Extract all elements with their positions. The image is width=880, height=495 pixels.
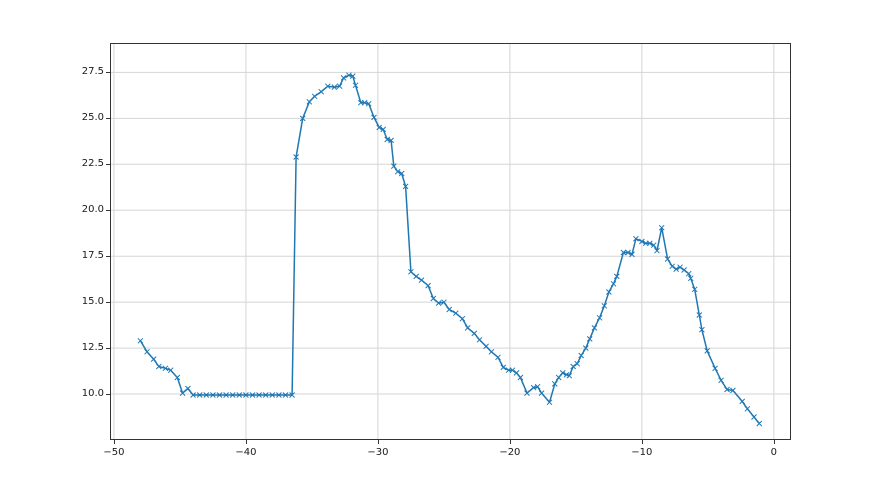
data-series-line (139, 74, 761, 425)
y-tick-mark (106, 164, 110, 166)
x-tick-mark (113, 440, 115, 444)
y-tick-mark (106, 348, 110, 350)
x-tick-label: −30 (367, 447, 389, 458)
y-tick-mark (106, 302, 110, 304)
x-tick-label: −20 (499, 447, 521, 458)
y-tick-label: 22.5 (81, 158, 104, 170)
x-tick-mark (773, 440, 775, 444)
x-tick-mark (377, 440, 379, 444)
x-tick-label: 0 (770, 447, 778, 458)
y-tick-mark (106, 118, 110, 120)
x-tick-label: −40 (235, 447, 257, 458)
plot-svg (110, 43, 791, 440)
y-tick-label: 12.5 (81, 342, 104, 354)
y-tick-mark (106, 256, 110, 258)
y-tick-mark (106, 72, 110, 74)
y-tick-label: 17.5 (81, 250, 104, 262)
plot-area (110, 43, 791, 440)
data-series-markers (137, 72, 763, 427)
x-tick-mark (245, 440, 247, 444)
y-tick-label: 27.5 (81, 66, 104, 78)
x-tick-mark (509, 440, 511, 444)
y-tick-label: 15.0 (81, 296, 104, 308)
y-tick-label: 10.0 (81, 388, 104, 400)
x-tick-mark (641, 440, 643, 444)
y-tick-label: 25.0 (81, 112, 104, 124)
x-tick-label: −10 (631, 447, 653, 458)
y-tick-mark (106, 210, 110, 212)
y-tick-mark (106, 394, 110, 396)
y-tick-label: 20.0 (81, 204, 104, 216)
axes-spines (110, 43, 791, 440)
x-tick-label: −50 (103, 447, 125, 458)
